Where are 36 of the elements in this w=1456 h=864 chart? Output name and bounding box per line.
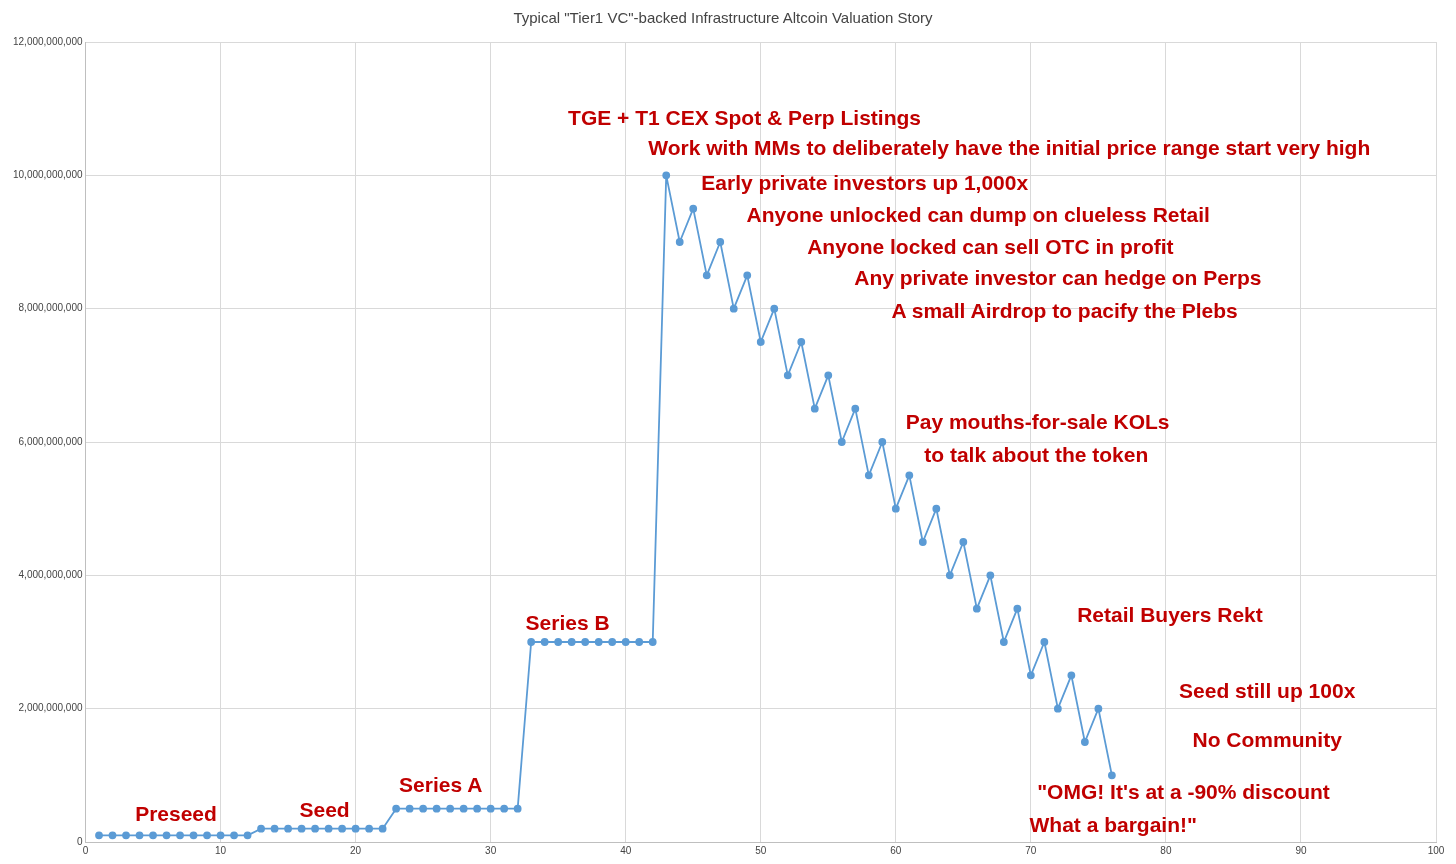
- y-tick-label: 0: [76, 835, 83, 847]
- annotation: to talk about the token: [924, 443, 1149, 467]
- annotation: Preseed: [135, 802, 217, 826]
- annotation: What a bargain!": [1029, 812, 1197, 836]
- y-tick-label: 6,000,000,000: [18, 435, 83, 447]
- x-tick-label: 30: [485, 844, 497, 856]
- y-tick-label: 10,000,000,000: [13, 169, 83, 181]
- annotation: No Community: [1192, 728, 1343, 751]
- annotation: Seed still up 100x: [1179, 679, 1356, 703]
- y-tick-label: 8,000,000,000: [18, 302, 83, 314]
- chart-title: Typical "Tier1 VC"-backed Infrastructure Altcoin Valuation Story: [513, 9, 934, 27]
- x-tick-label: 50: [755, 844, 767, 856]
- annotation: Retail Buyers Rekt: [1077, 603, 1263, 627]
- x-tick-label: 90: [1295, 844, 1307, 856]
- annotation: TGE + T1 CEX Spot & Perp Listings: [568, 106, 922, 130]
- x-tick-label: 20: [350, 844, 362, 856]
- x-tick-label: 40: [620, 844, 632, 856]
- x-tick-label: 70: [1025, 844, 1037, 856]
- x-tick-label: 10: [215, 844, 227, 856]
- annotation: Series B: [525, 611, 610, 635]
- annotation: Anyone unlocked can dump on clueless Retail: [746, 203, 1210, 227]
- x-tick-label: 60: [890, 844, 902, 856]
- annotation: Any private investor can hedge on Perps: [854, 266, 1262, 290]
- y-tick-label: 4,000,000,000: [18, 569, 83, 581]
- y-tick-label: 2,000,000,000: [18, 702, 83, 714]
- annotation: Seed: [299, 797, 350, 821]
- annotation: Early private investors up 1,000x: [701, 171, 1029, 195]
- annotation: Pay mouths-for-sale KOLs: [905, 410, 1170, 434]
- annotation: Series A: [399, 772, 483, 796]
- x-tick-label: 100: [1427, 844, 1445, 856]
- annotation: Work with MMs to deliberately have the initial price range start very high: [648, 136, 1371, 159]
- y-tick-label: 12,000,000,000: [13, 35, 83, 47]
- annotation: "OMG! It's at a -90% discount: [1037, 780, 1330, 803]
- x-tick-label: 80: [1160, 844, 1172, 856]
- annotation: Anyone locked can sell OTC in profit: [807, 235, 1174, 259]
- annotation: A small Airdrop to pacify the Plebs: [891, 299, 1238, 323]
